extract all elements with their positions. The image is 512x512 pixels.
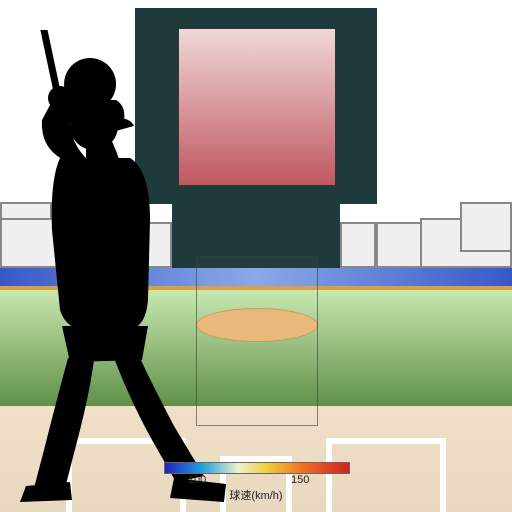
- speed-legend-tick: 100: [188, 474, 206, 486]
- stand-panel: [460, 202, 512, 252]
- stand-panel: [340, 222, 376, 268]
- chalk-line: [326, 438, 446, 444]
- speed-legend: 100 150 球速(km/h): [164, 462, 348, 506]
- speed-legend-title: 球速(km/h): [164, 487, 348, 503]
- speed-legend-colorbar: [164, 462, 350, 474]
- batter-silhouette: [0, 30, 250, 510]
- speed-legend-ticks: 100 150: [164, 474, 348, 488]
- pitch-chart-canvas: 100 150 球速(km/h): [0, 0, 512, 512]
- speed-legend-tick: 150: [291, 474, 309, 486]
- chalk-line: [440, 438, 446, 512]
